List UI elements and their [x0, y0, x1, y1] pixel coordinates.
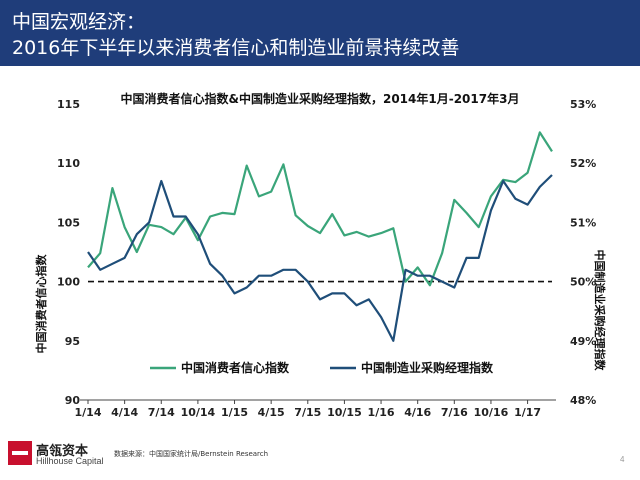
header-banner: 中国宏观经济： 2016年下半年以来消费者信心和制造业前景持续改善 — [0, 0, 640, 66]
right-axis-tick-label: 49% — [570, 335, 596, 348]
right-axis-tick-label: 52% — [570, 157, 596, 170]
left-axis-tick-label: 110 — [57, 157, 80, 170]
x-axis-tick-label: 7/15 — [294, 406, 321, 419]
right-axis-tick-label: 53% — [570, 98, 596, 111]
legend: 中国消费者信心指数 中国制造业采购经理指数 — [150, 360, 494, 375]
left-axis-label: 中国消费者信心指数 — [34, 254, 48, 354]
left-axis-tick-label: 100 — [57, 276, 80, 289]
x-axis-tick-label: 4/16 — [404, 406, 431, 419]
slide-title: 中国宏观经济： — [12, 11, 146, 33]
chart: 中国消费者信心指数&中国制造业采购经理指数，2014年1月-2017年3月 90… — [34, 91, 607, 419]
x-axis-tick-label: 10/14 — [181, 406, 216, 419]
series-line-pmi — [87, 174, 553, 342]
series-line-consumer-confidence — [87, 131, 553, 287]
x-axis-tick-label: 1/16 — [368, 406, 395, 419]
brand-name-cn: 高瓴资本 — [36, 444, 89, 459]
right-axis-tick-label: 50% — [570, 276, 596, 289]
legend-label-pmi: 中国制造业采购经理指数 — [361, 360, 494, 375]
right-axis-tick-label: 48% — [570, 394, 596, 407]
left-axis-tick-label: 115 — [57, 98, 80, 111]
left-axis-tick-label: 95 — [65, 335, 80, 348]
x-axis-tick-label: 4/14 — [111, 406, 138, 419]
x-axis-tick-label: 1/15 — [221, 406, 248, 419]
x-axis-tick-label: 7/16 — [441, 406, 468, 419]
x-axis-tick-label: 7/14 — [148, 406, 175, 419]
logo-icon — [8, 441, 32, 465]
slide-subtitle: 2016年下半年以来消费者信心和制造业前景持续改善 — [12, 37, 460, 59]
x-axis-tick-label: 1/14 — [75, 406, 102, 419]
x-axis-tick-label: 10/16 — [474, 406, 509, 419]
left-axis-tick-label: 90 — [65, 394, 81, 407]
axes: 90 95 100 105 110 115 48% 49% 50% 51% 52% 53% 1/14 4/… — [57, 98, 596, 419]
right-axis-label: 中国制造业采购经理指数 — [593, 250, 607, 372]
x-axis-tick-label: 4/15 — [258, 406, 285, 419]
brand-name-en: Hillhouse Capital — [36, 456, 104, 466]
chart-title: 中国消费者信心指数&中国制造业采购经理指数，2014年1月-2017年3月 — [121, 91, 520, 106]
x-axis-tick-label: 1/17 — [514, 406, 541, 419]
x-axis-tick-label: 10/15 — [327, 406, 362, 419]
left-axis-tick-label: 105 — [57, 216, 80, 229]
legend-label-consumer: 中国消费者信心指数 — [181, 360, 290, 375]
page-number: 4 — [620, 455, 625, 464]
right-axis-tick-label: 51% — [570, 216, 596, 229]
series-group — [87, 131, 553, 342]
source-note: 数据来源：中国国家统计局/Bernstein Research — [114, 450, 269, 458]
